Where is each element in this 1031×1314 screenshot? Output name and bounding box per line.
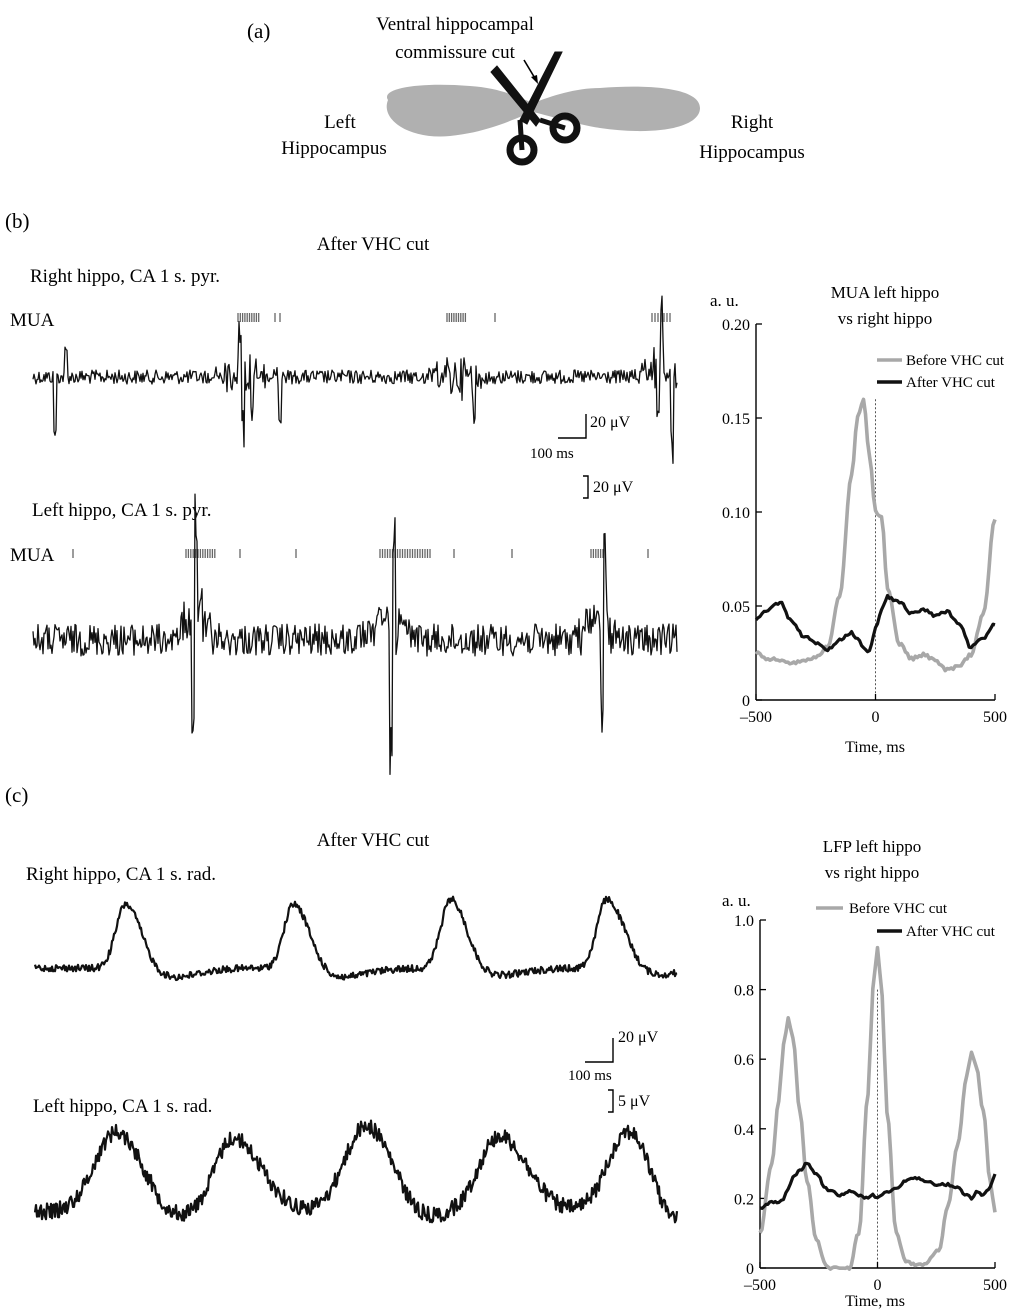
mua-label-bottom: MUA [10, 545, 55, 566]
y-tick-label: 0 [746, 1261, 754, 1278]
scale-c-v1: 20 μV [618, 1029, 659, 1046]
mua-correlation-chart: MUA left hippo vs right hippo a. u. Time… [710, 283, 1007, 756]
left-hippo-pyr-label: Left hippo, CA 1 s. pyr. [32, 500, 211, 521]
x-tick-label: 500 [983, 709, 1007, 726]
right-hippocampus-label-1: Right [731, 112, 774, 133]
cut-label-line1: Ventral hippocampal [376, 14, 534, 35]
series-before-line [754, 397, 997, 673]
right-hippo-rad-label: Right hippo, CA 1 s. rad. [26, 864, 216, 885]
chart1-subtitle: vs right hippo [838, 309, 932, 328]
chart1-ylabel: a. u. [710, 291, 739, 310]
y-tick-label: 0.2 [734, 1191, 754, 1208]
y-tick-label: 0.20 [722, 317, 750, 334]
arrow-icon [523, 59, 538, 84]
hippocampus-shape [386, 84, 700, 137]
y-tick-label: 0.8 [734, 983, 754, 1000]
right-hippo-pyr-label: Right hippo, CA 1 s. pyr. [30, 266, 220, 287]
lfp-correlation-chart: LFP left hippo vs right hippo a. u. Time… [722, 837, 1007, 1310]
panel-a: (a) Ventral hippocampal commissure cut L… [247, 14, 805, 166]
chart2-legend-after: After VHC cut [906, 924, 996, 940]
scale-bar-b: 20 μV 100 ms 20 μV [530, 414, 634, 499]
chart2-subtitle: vs right hippo [825, 863, 919, 882]
panel-c: (c) After VHC cut Right hippo, CA 1 s. r… [5, 783, 1007, 1310]
right-hippocampus-label-2: Hippocampus [699, 142, 805, 163]
chart1-legend-before: Before VHC cut [906, 353, 1005, 369]
x-tick-label: 0 [872, 709, 880, 726]
series-after-line [759, 1161, 997, 1210]
x-tick-label: 500 [983, 1277, 1007, 1294]
right-hippo-rad-trace [33, 895, 678, 982]
y-tick-label: 0.10 [722, 505, 750, 522]
panel-b: (b) After VHC cut Right hippo, CA 1 s. p… [5, 209, 1007, 776]
chart2-ylabel: a. u. [722, 891, 751, 910]
chart2-legend: Before VHC cut After VHC cut [816, 901, 996, 940]
chart2-xlabel: Time, ms [845, 1293, 905, 1310]
y-tick-label: 0.15 [722, 411, 750, 428]
mua-raster-bottom [72, 549, 649, 558]
scale-b-t: 100 ms [530, 446, 574, 462]
y-tick-label: 0.6 [734, 1052, 754, 1069]
panel-b-label: (b) [5, 209, 30, 233]
panel-c-label: (c) [5, 783, 28, 807]
y-tick-label: 0.4 [734, 1122, 754, 1139]
chart1-xlabel: Time, ms [845, 739, 905, 756]
panel-a-label: (a) [247, 19, 270, 43]
scale-c-t: 100 ms [568, 1068, 612, 1084]
right-hippo-pyr-trace [32, 295, 678, 464]
y-tick-label: 1.0 [734, 913, 754, 930]
panel-c-title: After VHC cut [317, 830, 430, 851]
series-after-line [754, 593, 996, 654]
left-hippo-rad-trace [33, 1119, 679, 1224]
scale-b-v2: 20 μV [593, 479, 634, 496]
scissors-icon [490, 51, 581, 166]
y-tick-label: 0.05 [722, 599, 750, 616]
chart2-legend-before: Before VHC cut [849, 901, 948, 917]
series-before-line [758, 945, 997, 1271]
panel-b-title: After VHC cut [317, 234, 430, 255]
x-tick-label: 0 [874, 1277, 882, 1294]
chart2-title: LFP left hippo [823, 837, 922, 856]
scale-c-v2: 5 μV [618, 1093, 651, 1110]
left-hippocampus-label-1: Left [324, 112, 356, 133]
mua-label-top: MUA [10, 310, 55, 331]
x-tick-label: –500 [739, 709, 772, 726]
y-tick-label: 0 [742, 693, 750, 710]
left-hippocampus-label-2: Hippocampus [281, 138, 387, 159]
chart1-title: MUA left hippo [831, 283, 940, 302]
scale-b-v1: 20 μV [590, 414, 631, 431]
left-hippo-pyr-trace [32, 493, 678, 776]
scale-bar-c: 20 μV 100 ms 5 μV [568, 1029, 659, 1113]
cut-label-line2: commissure cut [395, 42, 516, 63]
chart1-legend: Before VHC cut After VHC cut [877, 353, 1005, 391]
left-hippo-rad-label: Left hippo, CA 1 s. rad. [33, 1096, 212, 1117]
x-tick-label: –500 [743, 1277, 776, 1294]
chart1-legend-after: After VHC cut [906, 375, 996, 391]
mua-raster-top [237, 313, 671, 322]
